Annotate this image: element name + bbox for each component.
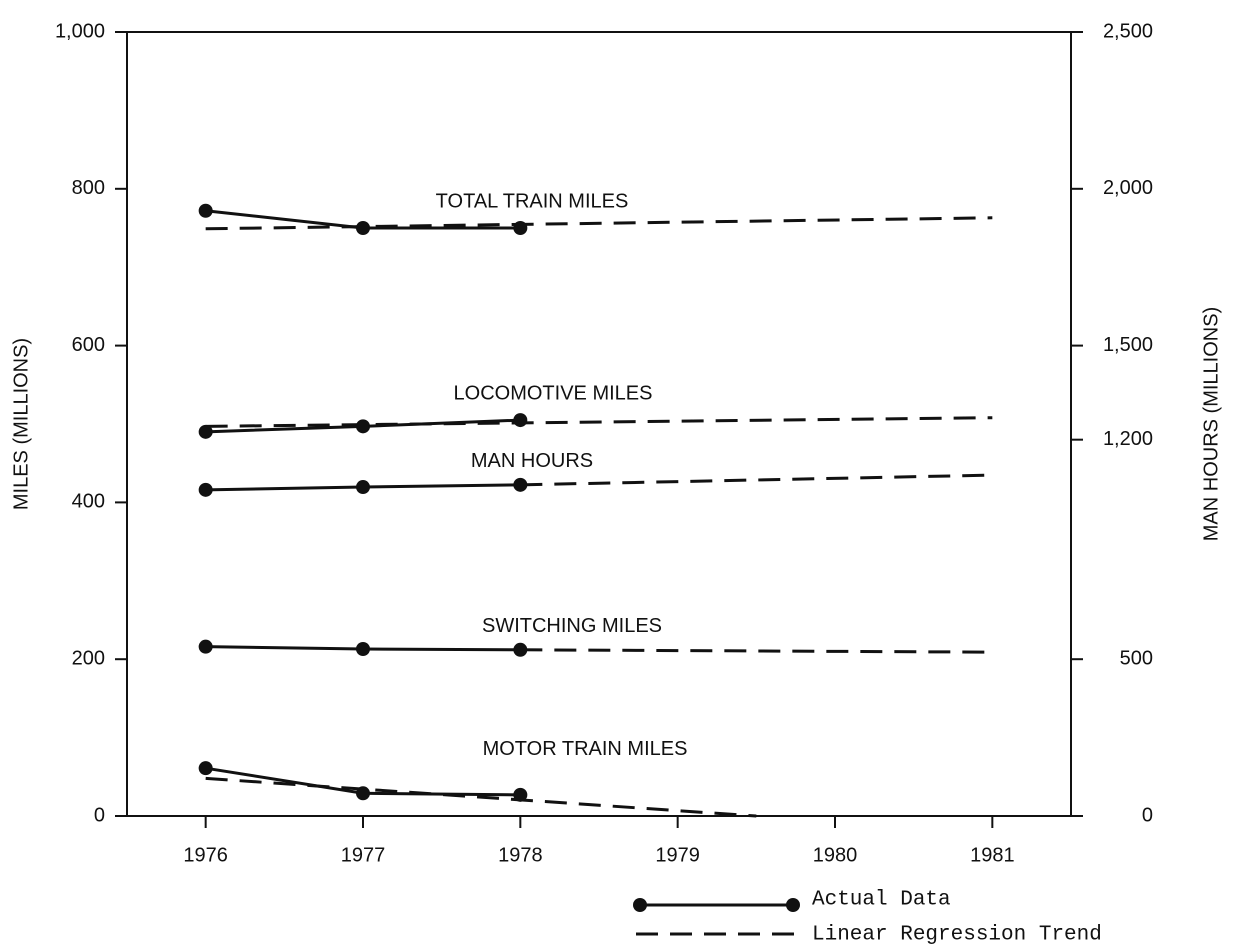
y2-tick-label: 2,000 [1103, 177, 1153, 199]
data-point [356, 786, 370, 801]
data-point [513, 477, 528, 492]
series-label: MAN HOURS [471, 450, 593, 472]
data-point [198, 761, 213, 776]
series-label: LOCOMOTIVE MILES [454, 382, 653, 404]
x-tick-label: 1979 [655, 844, 700, 866]
series-label: TOTAL TRAIN MILES [436, 190, 629, 212]
legend-label: Linear Regression Trend [812, 924, 1102, 947]
x-tick-label: 1978 [498, 844, 543, 866]
legend-actual-dot [786, 898, 800, 912]
plot-frame [126, 31, 1072, 817]
data-point [198, 203, 213, 218]
y-tick-label: 400 [72, 491, 105, 513]
trend-line [520, 473, 993, 487]
legend-actual-dot [633, 898, 647, 912]
y-tick-label: 1,000 [55, 20, 105, 42]
x-tick-label: 1981 [970, 844, 1015, 866]
data-point [513, 787, 528, 802]
trend-line [205, 216, 993, 231]
data-point [356, 642, 370, 657]
data-point [513, 642, 528, 657]
data-point [198, 639, 213, 654]
y-tick-label: 800 [72, 177, 105, 199]
y-tick-label: 0 [94, 804, 105, 826]
data-point [356, 419, 370, 434]
y2-tick-label: 500 [1120, 647, 1153, 669]
data-point [198, 424, 213, 439]
data-point [356, 221, 370, 235]
series-label: SWITCHING MILES [482, 615, 662, 637]
y-axis-title: MILES (MILLIONS) [10, 338, 32, 510]
data-point [356, 480, 370, 495]
y-tick-label: 200 [72, 647, 105, 669]
y2-tick-label: 1,200 [1103, 428, 1153, 450]
x-tick-label: 1976 [183, 844, 228, 866]
data-point [513, 221, 528, 235]
y2-tick-label: 0 [1142, 804, 1153, 826]
trend-line [520, 648, 993, 654]
y2-tick-label: 1,500 [1103, 334, 1153, 356]
legend-label: Actual Data [812, 889, 951, 912]
series-label: MOTOR TRAIN MILES [483, 738, 688, 760]
y2-tick-label: 2,500 [1103, 20, 1153, 42]
data-point [513, 413, 528, 428]
x-tick-label: 1977 [341, 844, 386, 866]
y2-axis-title: MAN HOURS (MILLIONS) [1200, 307, 1222, 541]
y-tick-label: 600 [72, 334, 105, 356]
trend-line [205, 776, 757, 818]
data-point [198, 482, 213, 497]
trend-line [205, 416, 993, 428]
x-tick-label: 1980 [813, 844, 858, 866]
